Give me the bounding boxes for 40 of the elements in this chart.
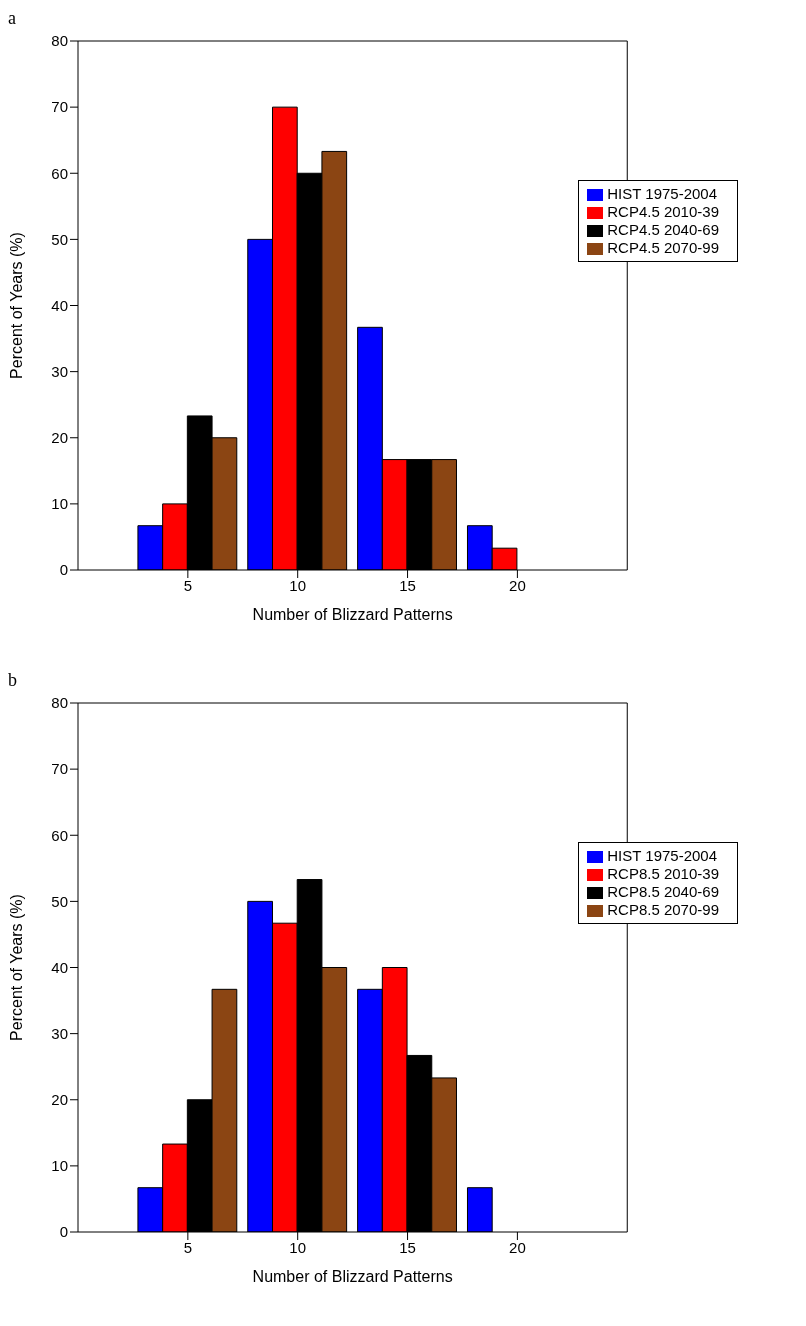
y-tick-label: 30 <box>51 1024 68 1042</box>
legend-label: RCP8.5 2040-69 <box>607 883 719 900</box>
legend-label: RCP4.5 2070-99 <box>607 239 719 256</box>
y-axis-title: Percent of Years (%) <box>7 894 25 1041</box>
legend-label: RCP4.5 2040-69 <box>607 221 719 238</box>
chart-title: b <box>8 670 18 692</box>
y-tick-label: 70 <box>51 760 68 778</box>
x-tick-label: 5 <box>183 1238 193 1256</box>
x-axis-title: Number of Blizzard Patterns <box>252 1268 453 1285</box>
y-tick-label: 50 <box>51 230 68 248</box>
y-tick-label: 10 <box>51 1157 68 1175</box>
y-tick-label: 40 <box>51 296 68 314</box>
legend-label: HIST 1975-2004 <box>607 185 718 202</box>
y-tick-label: 20 <box>51 1091 68 1109</box>
y-tick-label: 0 <box>59 1223 68 1241</box>
x-tick-label: 20 <box>509 1238 526 1256</box>
x-tick-label: 15 <box>399 576 416 594</box>
y-tick-label: 80 <box>51 694 68 712</box>
legend-label: HIST 1975-2004 <box>607 847 718 864</box>
y-axis-title: Percent of Years (%) <box>7 232 25 379</box>
legend-label: RCP8.5 2010-39 <box>607 865 719 882</box>
y-tick-label: 0 <box>59 561 68 579</box>
y-tick-label: 10 <box>51 495 68 513</box>
x-tick-label: 5 <box>183 576 193 594</box>
x-axis-title: Number of Blizzard Patterns <box>252 606 453 623</box>
y-tick-label: 50 <box>51 892 68 910</box>
legend-label: RCP8.5 2070-99 <box>607 901 719 918</box>
y-tick-label: 60 <box>51 164 68 182</box>
x-tick-label: 10 <box>289 1238 307 1256</box>
chart-title: a <box>8 8 17 30</box>
y-tick-label: 80 <box>51 32 68 50</box>
x-tick-label: 20 <box>509 576 526 594</box>
x-tick-label: 15 <box>399 1238 416 1256</box>
y-tick-label: 40 <box>51 958 68 976</box>
y-tick-label: 20 <box>51 429 68 447</box>
y-tick-label: 70 <box>51 98 68 116</box>
y-tick-label: 60 <box>51 826 68 844</box>
y-tick-label: 30 <box>51 362 68 380</box>
x-tick-label: 10 <box>289 576 307 594</box>
legend-label: RCP4.5 2010-39 <box>607 203 719 220</box>
